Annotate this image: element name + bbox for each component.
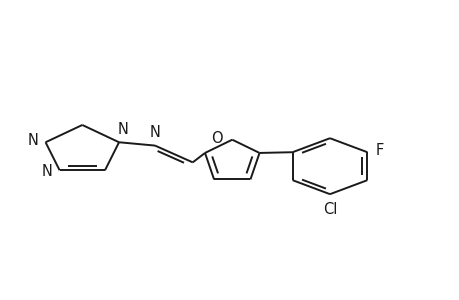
- Text: Cl: Cl: [322, 202, 336, 217]
- Text: N: N: [149, 125, 160, 140]
- Text: N: N: [117, 122, 128, 137]
- Text: N: N: [42, 164, 53, 179]
- Text: O: O: [210, 131, 222, 146]
- Text: N: N: [28, 133, 39, 148]
- Text: F: F: [375, 143, 383, 158]
